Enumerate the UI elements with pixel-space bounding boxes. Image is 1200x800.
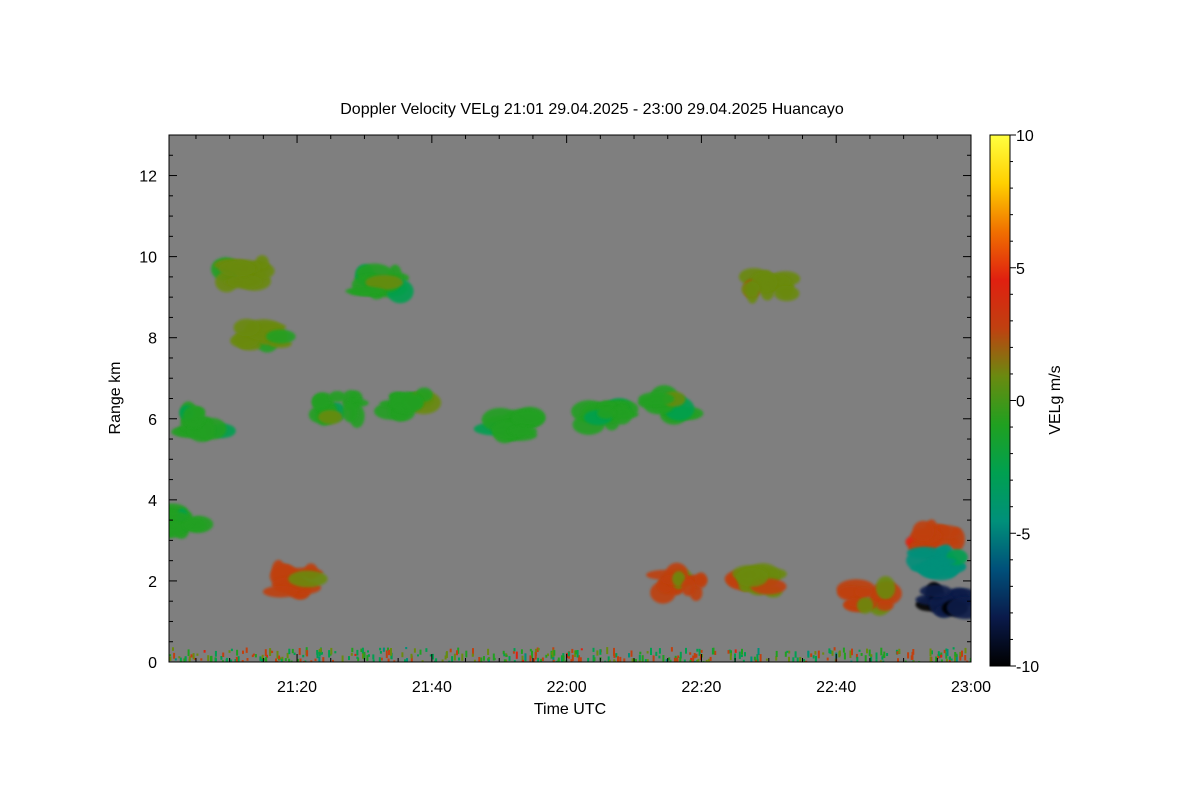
colorbar-tick-label: 5: [1016, 261, 1025, 278]
echo-region: [473, 406, 546, 444]
x-tick-label: 21:40: [412, 679, 452, 696]
colorbar: [989, 134, 1011, 667]
echo-region: [836, 576, 902, 616]
y-axis: 0 2 4 6 8 10 12: [139, 134, 971, 672]
echo-region: [262, 559, 328, 600]
echo-region: [915, 581, 971, 619]
y-tick-label: 6: [148, 412, 157, 429]
x-tick-label: 23:00: [951, 679, 991, 696]
y-tick-label: 0: [148, 655, 157, 672]
chart-title: Doppler Velocity VELg 21:01 29.04.2025 -…: [340, 101, 844, 118]
colorbar-tick-label: -10: [1016, 659, 1039, 676]
echo-region: [169, 503, 214, 539]
echo-region: [308, 390, 369, 428]
y-tick-label: 2: [148, 574, 157, 591]
ground-clutter: [169, 647, 971, 662]
echo-region: [906, 544, 968, 581]
y-tick-label: 10: [139, 250, 157, 267]
x-tick-label: 21:20: [277, 679, 317, 696]
y-tick-label: 4: [148, 493, 157, 510]
x-tick-label: 22:40: [816, 679, 856, 696]
echo-layer: [169, 255, 971, 662]
y-tick-label: 8: [148, 331, 157, 348]
colorbar-label: VELg m/s: [1047, 365, 1064, 434]
echo-region: [637, 385, 704, 425]
echo-region: [171, 401, 236, 442]
x-tick-label: 22:00: [547, 679, 587, 696]
echo-region: [724, 563, 787, 598]
x-axis: 21:20 21:40 22:00 22:20 22:40 23:00: [195, 135, 991, 696]
colorbar-tick-label: 10: [1016, 128, 1034, 145]
echo-region: [646, 562, 708, 604]
echo-region: [211, 255, 275, 293]
colorbar-tick-label: -5: [1016, 526, 1030, 543]
echo-region: [345, 263, 414, 304]
x-axis-label: Time UTC: [534, 701, 606, 718]
echo-region: [374, 387, 442, 422]
echo-region: [571, 398, 639, 435]
y-axis-label: Range km: [107, 362, 124, 435]
x-tick-label: 22:20: [681, 679, 721, 696]
y-tick-label: 12: [139, 169, 157, 186]
echo-region: [738, 268, 801, 304]
echo-region: [230, 318, 296, 353]
colorbar-tick-label: 0: [1016, 394, 1025, 411]
colorbar-ticks: 10 5 0 -5 -10: [1010, 128, 1039, 676]
